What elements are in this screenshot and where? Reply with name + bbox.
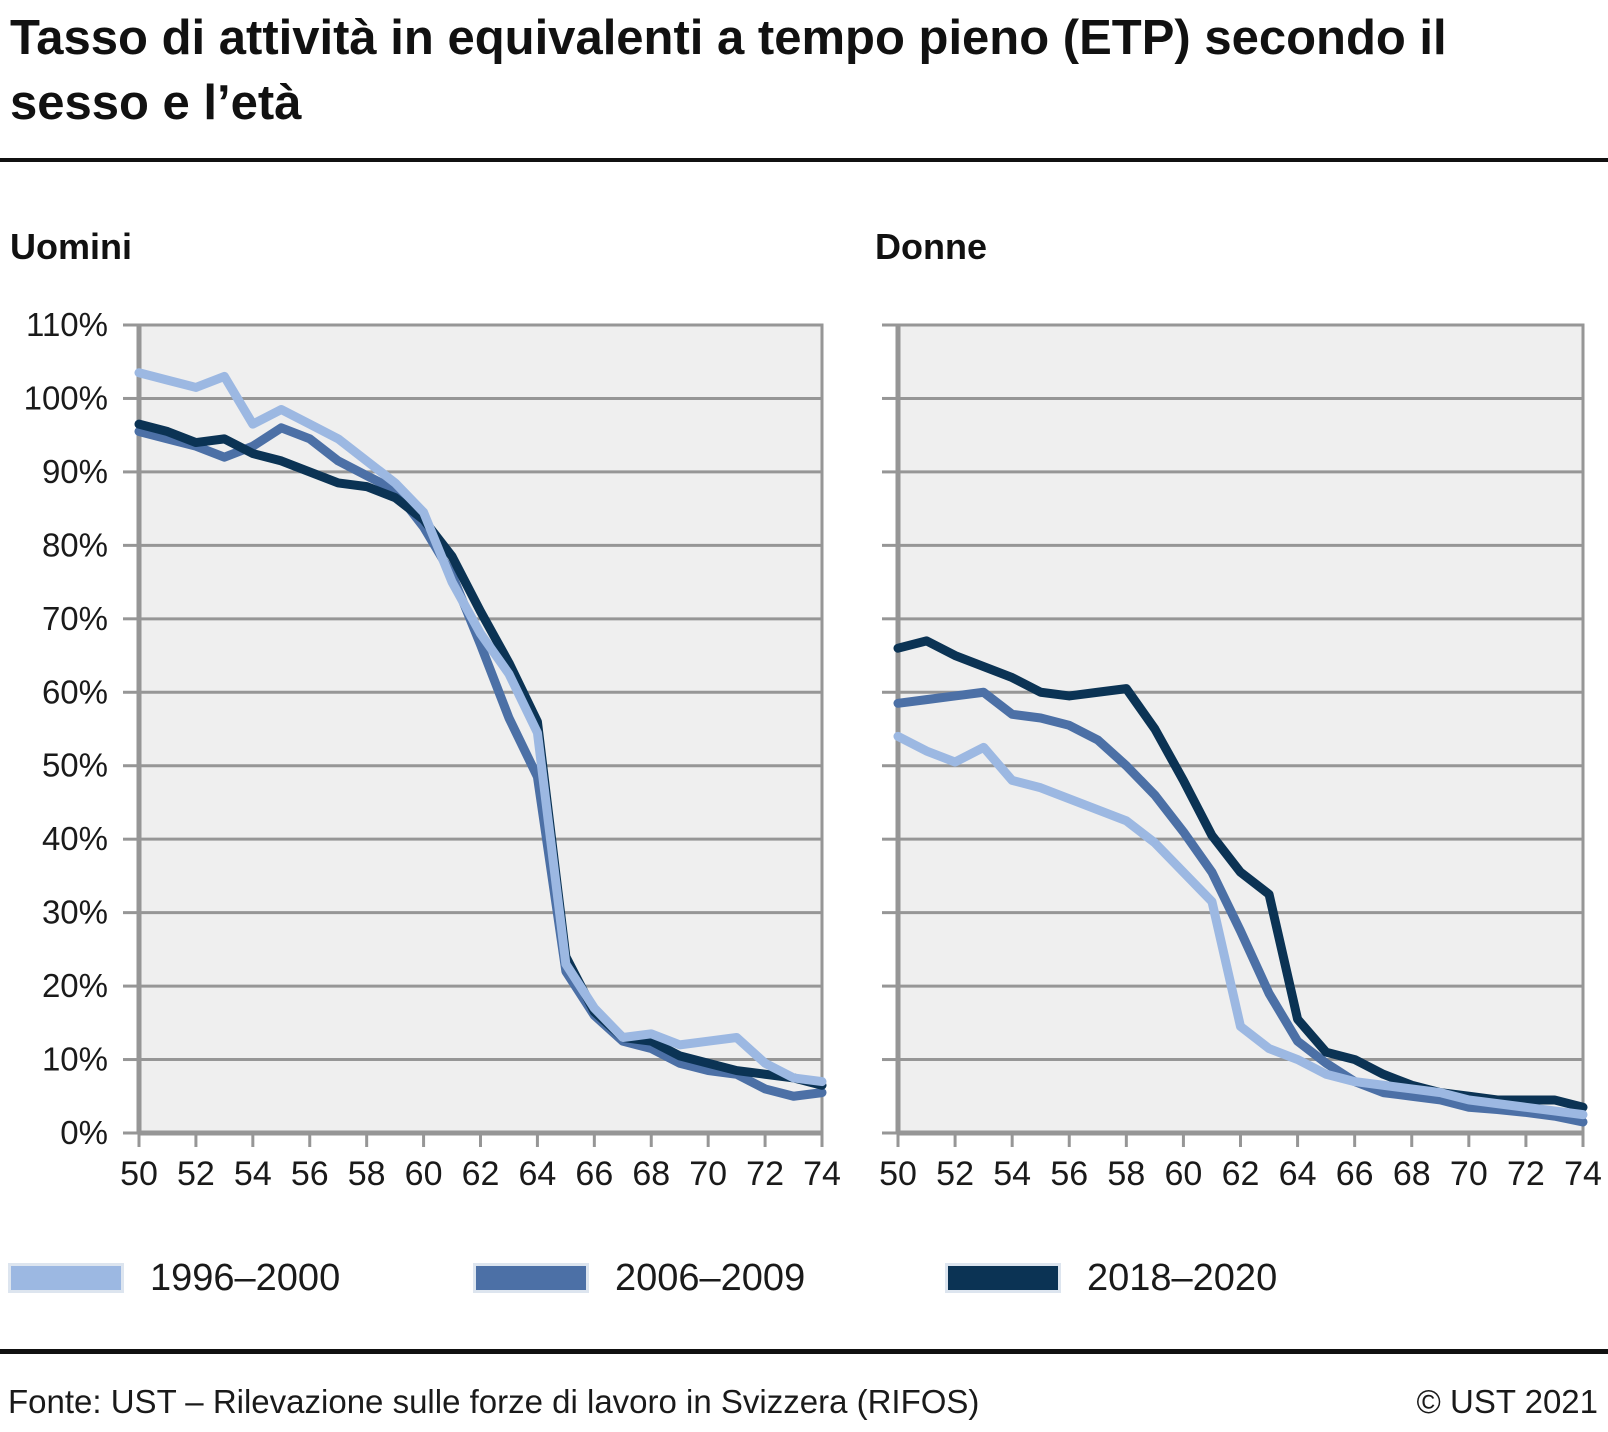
page-title: Tasso di attività in equivalenti a tempo… [10,11,1447,130]
series-line-1996-2000 [893,731,1588,1120]
x-tick-label: 54 [993,1155,1031,1193]
series-line-2018-2020 [134,419,827,1090]
x-tick-label: 58 [1107,1155,1145,1193]
x-tick-label: 64 [519,1155,557,1193]
x-tick-label: 64 [1279,1155,1317,1193]
x-tick-label: 66 [1336,1155,1374,1193]
legend-swatch-2018-2020 [945,1263,1061,1293]
footer-source: Fonte: UST – Rilevazione sulle forze di … [8,1383,980,1420]
legend-item-2018-2020: 2018–2020 [945,1248,1277,1308]
y-tick-label: 10% [42,1041,108,1078]
x-tick-label: 74 [1564,1155,1602,1193]
plot-area [137,323,824,1135]
x-tick-label: 74 [803,1155,841,1193]
x-tick-label: 66 [575,1155,613,1193]
x-tick-label: 70 [1450,1155,1488,1193]
footer-copyright: © UST 2021 [1416,1383,1598,1420]
x-tick-label: 62 [462,1155,500,1193]
y-tick-label: 80% [42,526,108,563]
plot-area [896,323,1585,1135]
x-tick-label: 52 [936,1155,974,1193]
x-tick-label: 70 [689,1155,727,1193]
x-tick-label: 58 [348,1155,386,1193]
y-tick-label: 30% [42,894,108,931]
x-tick-label: 52 [177,1155,215,1193]
series-line-1996-2000 [134,368,827,1087]
x-tick-label: 68 [1393,1155,1431,1193]
legend-label-1996-2000: 1996–2000 [150,1256,341,1299]
y-tick-label: 20% [42,967,108,1004]
x-tick-label: 72 [746,1155,784,1193]
x-tick-label: 54 [234,1155,272,1193]
x-tick-label: 50 [120,1155,158,1193]
y-tick-label: 90% [42,453,108,490]
legend: 1996–2000 2006–2009 2018–2020 [0,1248,1608,1308]
x-tick-label: 68 [632,1155,670,1193]
series-line-2006-2009 [134,423,827,1101]
y-tick-label: 50% [42,747,108,784]
x-tick-label: 72 [1507,1155,1545,1193]
x-tick-label: 56 [291,1155,329,1193]
donne-chart: 50 52 54 56 58 60 62 64 66 68 70 72 74 [879,323,1602,1193]
legend-label-2018-2020: 2018–2020 [1087,1256,1278,1299]
uomini-chart: 0% 10% 20% 30% 40% 50% 60% 70% 80% 90% 100% 110% 50 5… [24,306,841,1193]
x-tick-label: 60 [405,1155,443,1193]
panel-title-donne: Donne [875,226,987,267]
y-tick-label: 100% [24,379,108,416]
series-line-2006-2009 [893,687,1588,1127]
legend-swatch-2006-2009 [473,1263,589,1293]
legend-item-1996-2000: 1996–2000 [8,1248,340,1308]
legend-swatch-1996-2000 [8,1263,124,1293]
legend-label-2006-2009: 2006–2009 [615,1256,806,1299]
legend-item-2006-2009: 2006–2009 [473,1248,805,1308]
title-divider [0,158,1608,162]
x-tick-label: 60 [1165,1155,1203,1193]
x-tick-label: 50 [879,1155,917,1193]
x-tick-label: 56 [1050,1155,1088,1193]
y-tick-label: 0% [60,1114,108,1151]
y-tick-label: 60% [42,673,108,710]
panel-title-uomini: Uomini [10,226,132,267]
footer-divider [0,1349,1608,1354]
y-tick-label: 110% [26,306,108,343]
y-tick-label: 40% [42,820,108,857]
x-tick-label: 62 [1222,1155,1260,1193]
y-tick-label: 70% [42,600,108,637]
